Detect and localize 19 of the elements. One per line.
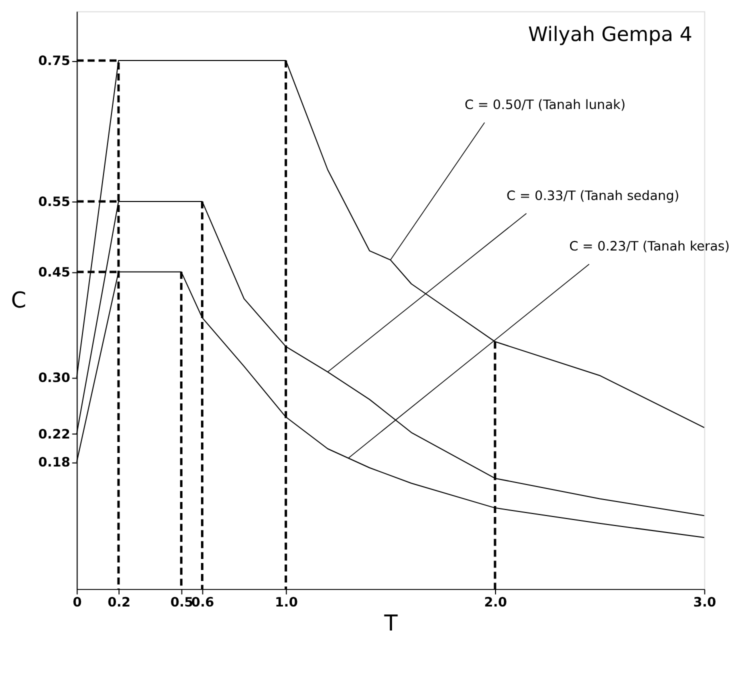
x-axis-title: T xyxy=(383,611,398,636)
x-tick-label: 1.0 xyxy=(274,595,298,610)
x-tick-label: 0.5 xyxy=(170,595,194,610)
text: Wilyah Gempa 4 xyxy=(528,23,692,46)
x-tick-label: 0.6 xyxy=(191,595,214,610)
annotation: C = 0.33/T (Tanah sedang) xyxy=(506,188,680,204)
y-tick-label: 0.75 xyxy=(38,54,70,70)
annotation: C = 0.50/T (Tanah lunak) xyxy=(464,98,626,113)
y-axis-title: C xyxy=(11,288,26,314)
y-tick-label: 0.30 xyxy=(38,371,70,386)
x-tick-label: 0.2 xyxy=(108,595,130,610)
x-tick-label: 0 xyxy=(72,595,82,610)
x-tick-label: 2.0 xyxy=(484,595,507,610)
y-tick-label: 0.18 xyxy=(38,456,70,471)
y-tick-label: 0.45 xyxy=(38,265,70,280)
y-tick-label: 0.22 xyxy=(38,427,70,442)
y-tick-label: 0.55 xyxy=(38,194,70,210)
annotation: C = 0.23/T (Tanah keras) xyxy=(569,240,730,255)
x-tick-label: 3.0 xyxy=(693,595,716,610)
